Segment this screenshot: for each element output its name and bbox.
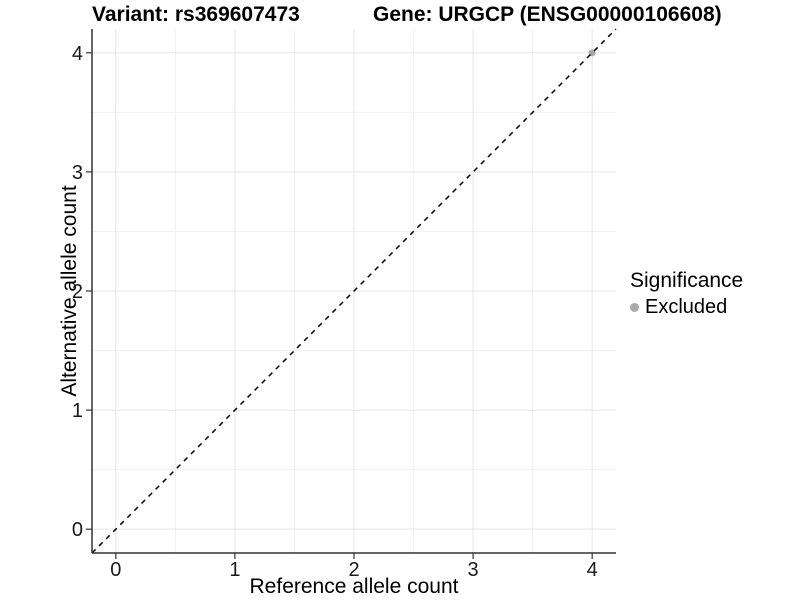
y-tick-label: 1	[72, 400, 83, 422]
y-tick-label: 4	[72, 43, 83, 65]
plot-title-variant: Variant: rs369607473	[92, 3, 300, 26]
x-tick-label: 4	[587, 559, 598, 581]
y-tick-label: 0	[72, 519, 83, 541]
plot-title-gene: Gene: URGCP (ENSG00000106608)	[373, 3, 722, 26]
y-tick-label: 3	[72, 162, 83, 184]
y-tick-label: 2	[72, 281, 83, 303]
legend-title: Significance	[630, 269, 744, 292]
legend: Significance Excluded	[630, 269, 743, 319]
x-tick-label: 1	[229, 559, 240, 581]
x-tick-label: 0	[110, 559, 121, 581]
legend-item-excluded: Excluded	[630, 296, 743, 319]
x-tick-label: 2	[348, 559, 359, 581]
x-axis-title: Reference allele count	[250, 575, 459, 598]
legend-item-label: Excluded	[645, 296, 728, 319]
identity-line	[91, 28, 617, 554]
excluded-point-icon	[630, 303, 639, 313]
x-tick-label: 3	[468, 559, 479, 581]
y-axis-title: Alternative allele count	[58, 185, 81, 396]
